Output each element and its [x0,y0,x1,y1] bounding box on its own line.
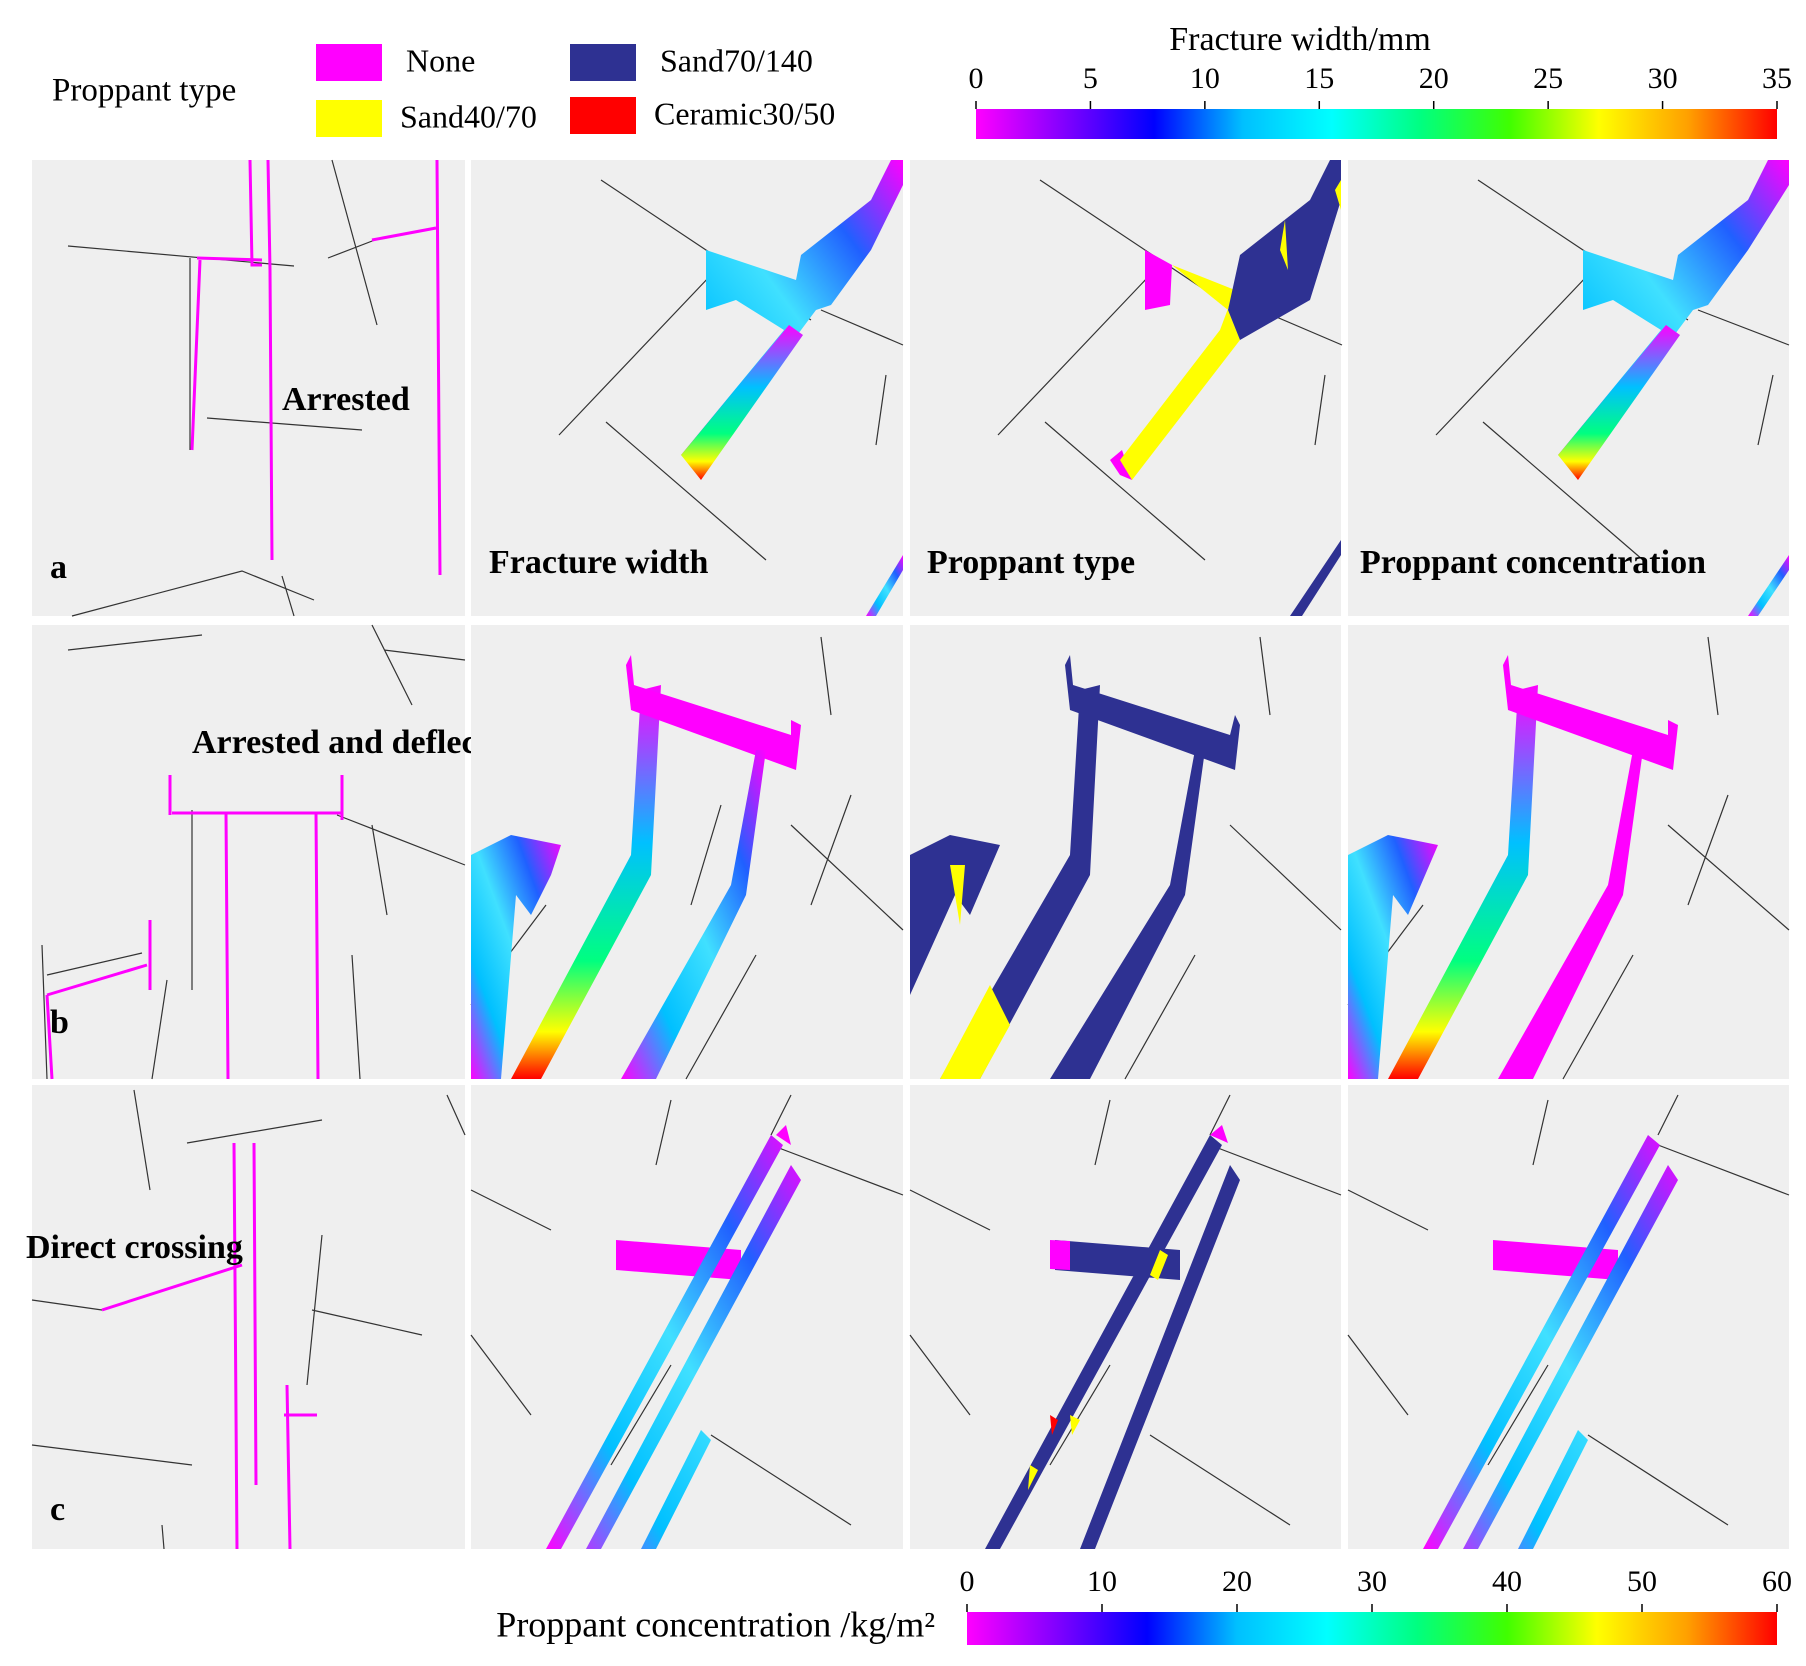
row-label: a [50,549,67,586]
colorbar [967,1612,1777,1645]
colorbar-title: Fracture width/mm [1169,21,1431,58]
panel: Direct crossing c [26,1085,466,1550]
tick-label: 10 [1087,1565,1117,1598]
column-title: Proppant type [927,544,1135,581]
tick-label: 35 [1762,62,1792,95]
panel [1347,1085,1790,1549]
tick-label: 25 [1533,62,1563,95]
legend: None Sand40/70 Sand70/140 Ceramic30/50 [316,42,835,137]
colorbar [976,109,1777,139]
legend-label: Sand40/70 [400,98,537,134]
legend-swatch [570,44,636,81]
legend-label: Sand70/140 [660,42,813,78]
legend-swatch [316,44,382,81]
panel [909,1085,1342,1549]
panel [470,1085,904,1549]
legend-label: Ceramic30/50 [654,95,835,131]
tick-label: 20 [1419,62,1449,95]
tick-label: 20 [1222,1565,1252,1598]
tick-label: 10 [1190,62,1220,95]
panel: Fracture width [471,160,904,616]
tick-label: 5 [1083,62,1098,95]
tick-label: 40 [1492,1565,1522,1598]
colorbars: 0 5 10 15 20 25 30 35 0 10 20 30 40 50 60 [960,62,1792,1645]
annotation: Direct crossing [26,1229,243,1266]
panel: Proppant concentration [1348,160,1790,616]
annotation: Arrested [282,381,410,418]
panel: Arrested and deflect b [32,624,489,1080]
column-title: Fracture width [489,544,708,581]
panel-row-a: Arrested a Fracture width Proppant type … [32,159,1790,617]
row-label: c [50,1491,65,1528]
row-label: b [50,1004,69,1041]
tick-label: 0 [960,1565,975,1598]
tick-label: 30 [1357,1565,1387,1598]
panel [1347,625,1790,1080]
tick-label: 50 [1627,1565,1657,1598]
legend-title: Proppant type [52,73,236,109]
annotation: Arrested and deflect [192,724,489,761]
panel: Proppant type [910,160,1343,616]
colorbar-title: Proppant concentration /kg/m² [496,1604,935,1644]
tick-label: 30 [1648,62,1678,95]
column-title: Proppant concentration [1360,544,1706,581]
tick-label: 15 [1304,62,1334,95]
tick-label: 60 [1762,1565,1792,1598]
panel [910,625,1342,1080]
legend-label: None [406,42,475,78]
legend-swatch [316,100,382,137]
legend-swatch [570,97,636,134]
panel-row-c: Direct crossing c [26,1085,1790,1550]
panel [470,625,904,1080]
panel: Arrested a [32,159,465,617]
tick-label: 0 [969,62,984,95]
panel-row-b: Arrested and deflect b [32,624,1790,1080]
